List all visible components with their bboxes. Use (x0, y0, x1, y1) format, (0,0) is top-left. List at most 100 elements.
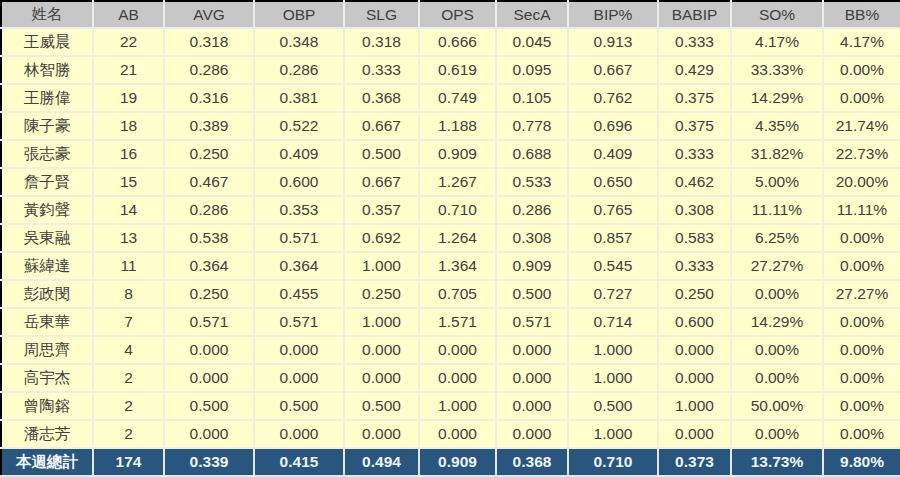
stat-cell: 0.000 (344, 336, 419, 364)
player-name-cell: 岳東華 (1, 308, 93, 336)
stat-cell: 0.500 (496, 280, 568, 308)
stat-cell: 0.000 (344, 420, 419, 448)
stat-cell: 0.00% (823, 392, 900, 420)
stat-cell: 0.705 (419, 280, 496, 308)
stat-cell: 0.000 (496, 420, 568, 448)
stat-cell: 0.00% (823, 420, 900, 448)
player-row: 岳東華70.5710.5711.0001.5710.5710.7140.6001… (1, 308, 900, 336)
header-cell-so: SO% (731, 1, 823, 28)
stat-cell: 0.600 (254, 168, 344, 196)
player-row: 陳子豪180.3890.5220.6671.1880.7780.6960.375… (1, 112, 900, 140)
header-cell-name: 姓名 (1, 1, 93, 28)
stat-cell: 0.333 (344, 56, 419, 84)
total-stat-cell: 0.368 (496, 448, 568, 476)
stat-cell: 0.364 (254, 252, 344, 280)
stat-cell: 0.778 (496, 112, 568, 140)
stat-cell: 1.571 (419, 308, 496, 336)
stat-cell: 0.000 (496, 392, 568, 420)
stat-cell: 0.318 (164, 28, 254, 56)
total-stat-cell: 0.710 (568, 448, 658, 476)
stat-cell: 0.389 (164, 112, 254, 140)
stat-cell: 0.316 (164, 84, 254, 112)
player-name-cell: 黃鈞聲 (1, 196, 93, 224)
stat-cell: 0.00% (823, 308, 900, 336)
stat-cell: 0.00% (823, 364, 900, 392)
stat-cell: 0.571 (496, 308, 568, 336)
stat-cell: 0.571 (254, 224, 344, 252)
stat-cell: 0.00% (823, 224, 900, 252)
stat-cell: 33.33% (731, 56, 823, 84)
stat-cell: 0.00% (731, 336, 823, 364)
stat-cell: 0.762 (568, 84, 658, 112)
stat-cell: 27.27% (823, 280, 900, 308)
stat-cell: 4.17% (731, 28, 823, 56)
stat-cell: 0.409 (254, 140, 344, 168)
stat-cell: 16 (93, 140, 164, 168)
stat-cell: 0.368 (344, 84, 419, 112)
player-name-cell: 彭政閔 (1, 280, 93, 308)
stat-cell: 0.286 (254, 56, 344, 84)
stat-cell: 15 (93, 168, 164, 196)
stat-cell: 0.500 (164, 392, 254, 420)
stat-cell: 0.308 (658, 196, 731, 224)
stat-cell: 0.286 (164, 196, 254, 224)
stat-cell: 0.650 (568, 168, 658, 196)
stat-cell: 4.17% (823, 28, 900, 56)
stat-cell: 0.00% (731, 420, 823, 448)
total-stat-cell: 0.415 (254, 448, 344, 476)
stat-cell: 1.000 (568, 336, 658, 364)
stat-cell: 8 (93, 280, 164, 308)
stat-cell: 2 (93, 392, 164, 420)
player-row: 蘇緯達110.3640.3641.0001.3640.9090.5450.333… (1, 252, 900, 280)
header-row: 姓名ABAVGOBPSLGOPSSecABIP%BABIPSO%BB% (1, 1, 900, 28)
player-name-cell: 高宇杰 (1, 364, 93, 392)
stat-cell: 0.000 (254, 364, 344, 392)
player-name-cell: 曾陶鎔 (1, 392, 93, 420)
stat-cell: 1.000 (344, 252, 419, 280)
total-stat-cell: 174 (93, 448, 164, 476)
stat-cell: 0.538 (164, 224, 254, 252)
stat-cell: 0.318 (344, 28, 419, 56)
stat-cell: 0.500 (344, 140, 419, 168)
player-name-cell: 林智勝 (1, 56, 93, 84)
stat-cell: 0.095 (496, 56, 568, 84)
total-stat-cell: 0.373 (658, 448, 731, 476)
stat-cell: 0.000 (164, 364, 254, 392)
player-row: 張志豪160.2500.4090.5000.9090.6880.4090.333… (1, 140, 900, 168)
stat-cell: 0.000 (658, 420, 731, 448)
stat-cell: 0.381 (254, 84, 344, 112)
stat-cell: 0.765 (568, 196, 658, 224)
stat-cell: 0.727 (568, 280, 658, 308)
stat-cell: 5.00% (731, 168, 823, 196)
stat-cell: 0.500 (254, 392, 344, 420)
batting-stats-table: 姓名ABAVGOBPSLGOPSSecABIP%BABIPSO%BB% 王威晨2… (0, 0, 900, 477)
stat-cell: 27.27% (731, 252, 823, 280)
stat-cell: 0.667 (344, 168, 419, 196)
total-stat-cell: 13.73% (731, 448, 823, 476)
stat-cell: 0.583 (658, 224, 731, 252)
player-row: 吳東融130.5380.5710.6921.2640.3080.8570.583… (1, 224, 900, 252)
stat-cell: 0.545 (568, 252, 658, 280)
stat-cell: 1.264 (419, 224, 496, 252)
stat-cell: 20.00% (823, 168, 900, 196)
stat-cell: 14.29% (731, 308, 823, 336)
stat-cell: 1.364 (419, 252, 496, 280)
stat-cell: 0.000 (419, 420, 496, 448)
total-stat-cell: 0.494 (344, 448, 419, 476)
header-cell-bip: BIP% (568, 1, 658, 28)
stat-cell: 4 (93, 336, 164, 364)
player-row: 林智勝210.2860.2860.3330.6190.0950.6670.429… (1, 56, 900, 84)
stat-cell: 1.000 (568, 364, 658, 392)
player-row: 曾陶鎔20.5000.5000.5001.0000.0000.5001.0005… (1, 392, 900, 420)
stat-cell: 0.286 (164, 56, 254, 84)
stat-cell: 0.857 (568, 224, 658, 252)
header-cell-ops: OPS (419, 1, 496, 28)
stat-cell: 1.000 (419, 392, 496, 420)
stat-cell: 0.619 (419, 56, 496, 84)
stat-cell: 0.696 (568, 112, 658, 140)
stat-cell: 0.667 (568, 56, 658, 84)
stat-cell: 0.333 (658, 28, 731, 56)
stat-cell: 0.250 (164, 140, 254, 168)
player-row: 王威晨220.3180.3480.3180.6660.0450.9130.333… (1, 28, 900, 56)
stat-cell: 0.00% (823, 84, 900, 112)
